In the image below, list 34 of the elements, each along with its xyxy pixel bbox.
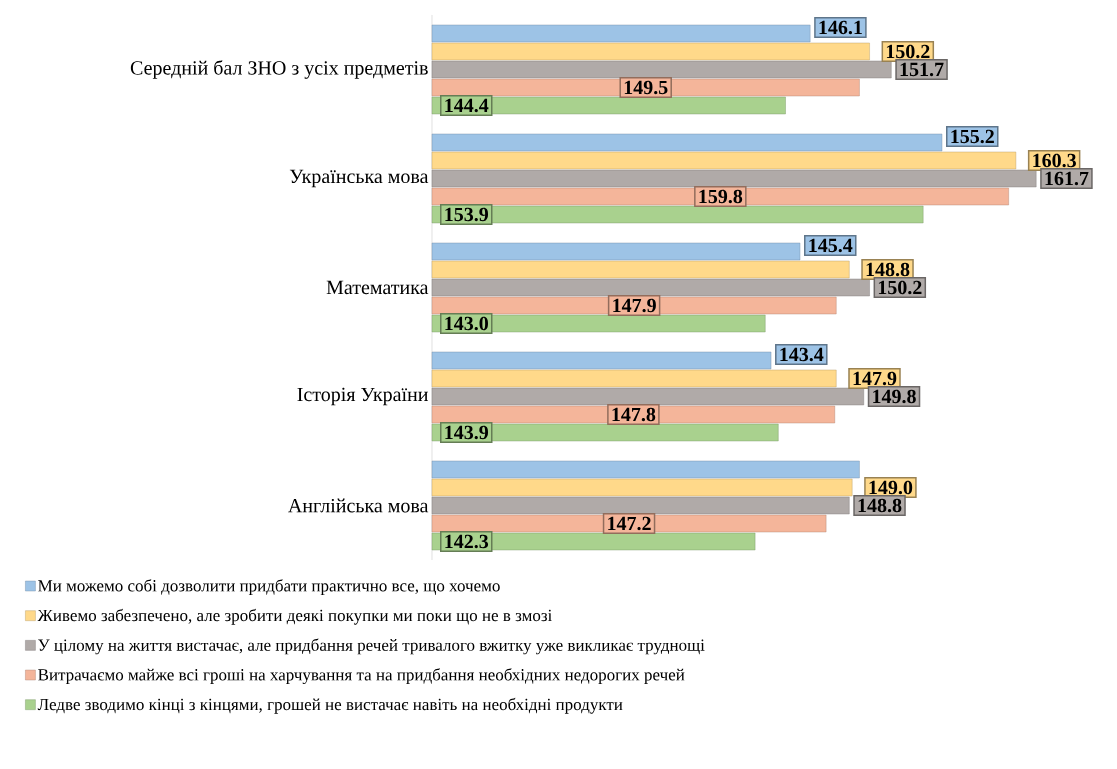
y-tick-label: Історія України: [297, 387, 428, 406]
y-tick-label: Математика: [326, 280, 429, 295]
data-label: 151.7: [900, 62, 944, 77]
data-label: 143.9: [445, 425, 489, 440]
data-label: 161.7: [1045, 171, 1089, 186]
data-label: 153.9: [445, 207, 489, 222]
legend-label: Ледве зводимо кінці з кінцями, грошей не вистачає навіть на необхідні продукти: [37, 697, 623, 714]
legend-label: Ми можемо собі дозволити придбати практично все, що хочемо: [38, 579, 500, 595]
data-label: 144.4: [445, 98, 489, 113]
data-label: 143.4: [780, 347, 824, 362]
data-label: 155.2: [951, 129, 994, 144]
data-label: 143.0: [445, 316, 488, 331]
data-label: 149.5: [624, 80, 668, 95]
legend-label: Живемо забезпечено, але зробити деякі покупки ми поки що не в змозі: [37, 608, 552, 625]
legend-label: Витрачаємо майже всі гроші на харчування та на придбання необхідних недорогих речей: [38, 668, 685, 685]
data-label: 147.9: [613, 298, 656, 313]
data-label: 145.4: [809, 238, 853, 253]
y-tick-label: Англійська мова: [288, 498, 429, 513]
data-label: 147.2: [608, 516, 651, 531]
data-label: 149.0: [869, 480, 913, 495]
data-label: 150.2: [878, 280, 922, 295]
data-label: 148.8: [858, 498, 902, 513]
y-tick-label: Середній бал ЗНО з усіх предметів: [130, 60, 428, 79]
data-label: 148.8: [866, 262, 910, 277]
data-label: 147.9: [853, 371, 897, 386]
data-label: 142.3: [445, 534, 489, 549]
data-label: 149.8: [873, 389, 916, 404]
data-label: 150.2: [886, 44, 930, 59]
data-label: 160.3: [1033, 153, 1076, 168]
y-tick-label: Українська мова: [289, 169, 429, 188]
data-label: 146.1: [819, 20, 862, 35]
data-label: 147.8: [612, 407, 656, 422]
data-label: 159.8: [699, 189, 743, 204]
legend-label: У цілому на життя вистачає, але придбання речей тривалого вжитку уже викликає труднощі: [38, 638, 705, 655]
